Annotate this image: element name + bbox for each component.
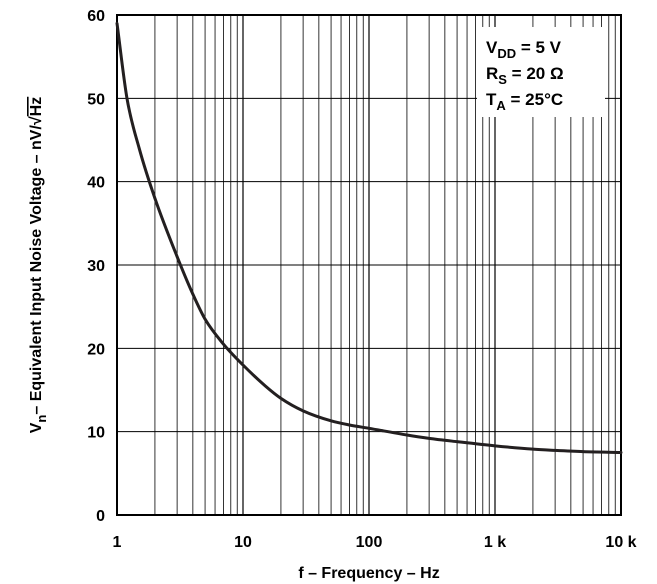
- y-tick-label: 60: [87, 8, 105, 25]
- legend-background: [477, 27, 605, 117]
- series-line: [115, 21, 623, 454]
- legend-ta: TA = 25°C: [486, 90, 563, 113]
- y-tick-labels: 0 10 20 30 40 50 60: [87, 8, 105, 525]
- y-axis-label: Vn– Equivalent Input Noise Voltage – nV/…: [28, 97, 49, 434]
- legend-vdd: VDD = 5 V: [486, 38, 562, 61]
- x-tick-label: 100: [356, 534, 383, 551]
- y-tick-label: 0: [96, 508, 105, 525]
- x-tick-label: 1 k: [484, 534, 506, 551]
- y-tick-label: 20: [87, 341, 105, 358]
- x-tick-label: 1: [113, 534, 122, 551]
- y-tick-label: 40: [87, 175, 105, 192]
- x-axis-label: f – Frequency – Hz: [298, 565, 439, 582]
- legend-rs: RS = 20 Ω: [486, 64, 564, 87]
- y-tick-label: 30: [87, 258, 105, 275]
- x-tick-label: 10: [234, 534, 252, 551]
- y-tick-label: 10: [87, 425, 105, 442]
- conditions-legend: VDD = 5 V RS = 20 Ω TA = 25°C: [477, 27, 605, 117]
- grid: [117, 15, 621, 515]
- x-tick-labels: 1 10 100 1 k 10 k: [113, 534, 637, 551]
- x-tick-label: 10 k: [605, 534, 636, 551]
- plot-frame: [116, 14, 622, 516]
- y-tick-label: 50: [87, 91, 105, 108]
